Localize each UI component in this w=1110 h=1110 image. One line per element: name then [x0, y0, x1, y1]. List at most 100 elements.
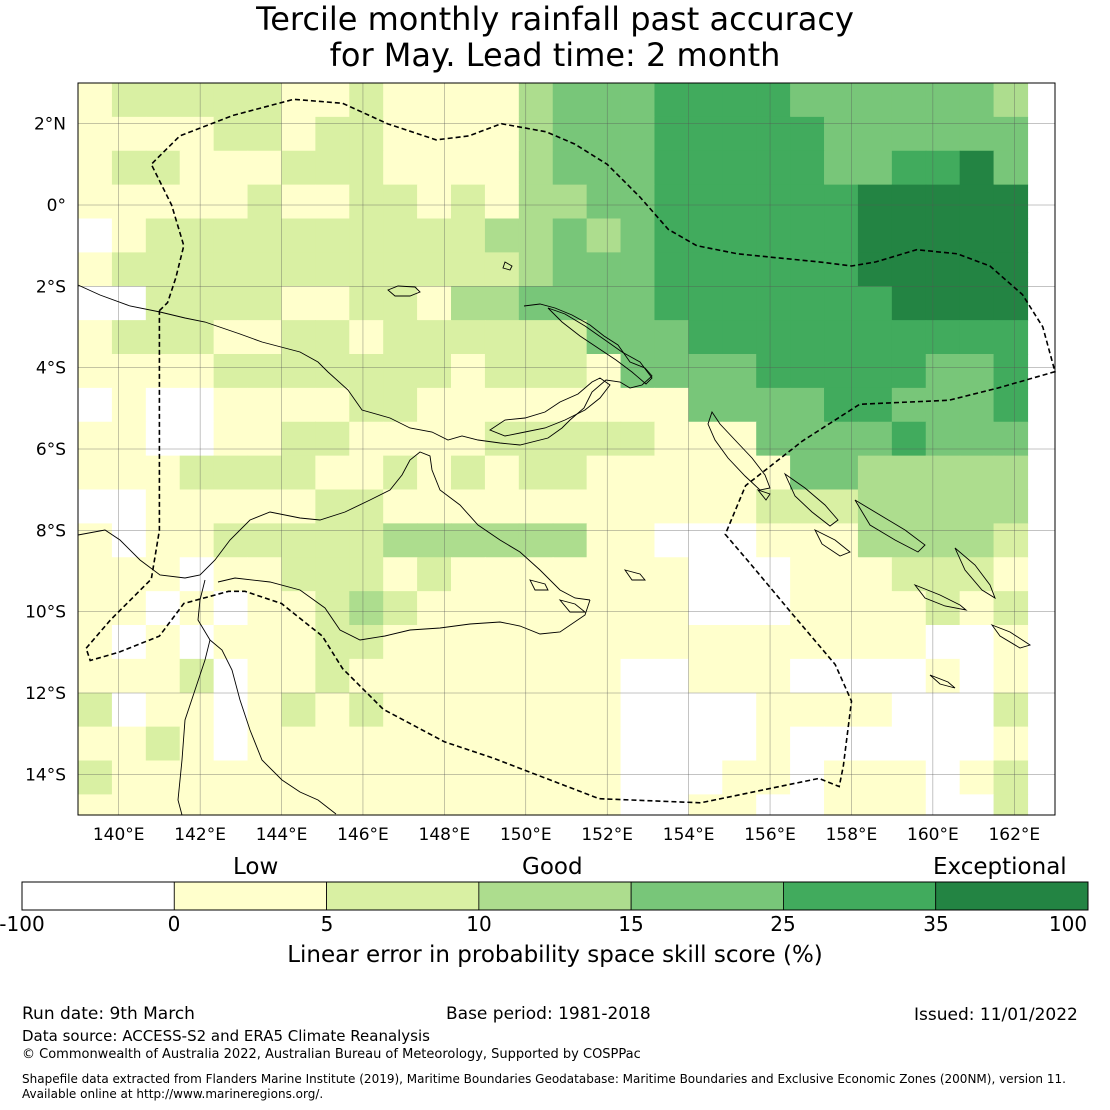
heatmap-cell [383, 354, 418, 389]
heatmap-cell [78, 523, 113, 558]
heatmap-cell [824, 692, 859, 728]
heatmap-cell [383, 625, 418, 660]
heatmap-cell [824, 354, 859, 389]
heatmap-cell [179, 252, 215, 287]
heatmap-cell [213, 286, 249, 321]
heatmap-cell [756, 218, 791, 253]
heatmap-cell [145, 760, 181, 795]
heatmap-cell [247, 354, 283, 389]
heatmap-cell [349, 320, 384, 355]
heatmap-cell [891, 726, 927, 762]
heatmap-cell [790, 726, 825, 762]
heatmap-cell [857, 150, 893, 186]
heatmap-cell [586, 320, 622, 355]
heatmap-cell [315, 625, 350, 660]
heatmap-cell [78, 116, 113, 152]
heatmap-cell [586, 692, 622, 728]
heatmap-cell [383, 286, 418, 321]
heatmap-cell [484, 421, 520, 457]
heatmap-cell [586, 489, 622, 524]
heatmap-cell [518, 286, 554, 321]
heatmap-cell [790, 218, 825, 253]
heatmap-cell [417, 252, 452, 287]
heatmap-cell [213, 692, 249, 728]
legend-category-good: Good [522, 854, 583, 880]
heatmap-cell [349, 557, 384, 592]
heatmap-cell [78, 557, 113, 592]
longitude-axis: 140°E 142°E 144°E 146°E 148°E 150°E 152°E 154°E… [93, 825, 1040, 845]
heatmap-cell [518, 354, 554, 389]
solomon-island-e [990, 624, 1032, 649]
heatmap-cell [620, 523, 656, 558]
heatmap-cell [857, 218, 893, 253]
heatmap-cell [756, 794, 791, 816]
heatmap-cell [247, 591, 283, 626]
heatmap-cell [281, 692, 316, 728]
heatmap-cell [247, 692, 283, 728]
heatmap-cell [213, 794, 249, 816]
heatmap-cell [213, 658, 249, 694]
heatmap-cell [552, 591, 588, 626]
heatmap-cell [145, 692, 181, 728]
longitude-tick-label: 154°E [663, 825, 715, 845]
heatmap-cell [756, 286, 791, 321]
colorbar-tick: 0 [167, 912, 181, 936]
heatmap-cell [145, 455, 181, 491]
heatmap-cell [281, 726, 316, 762]
coastlines [77, 261, 1032, 816]
heatmap-cell [620, 218, 656, 253]
heatmap-cell [213, 354, 249, 389]
heatmap-cell [349, 760, 384, 795]
heatmap-cell [179, 726, 215, 762]
heatmap-cell [824, 150, 859, 186]
heatmap-cell [857, 760, 893, 795]
heatmap-cell [722, 625, 757, 660]
heatmap-cell [518, 760, 554, 795]
heatmap-cell [925, 692, 961, 728]
heatmap-cell [281, 184, 316, 220]
heatmap-cell [111, 591, 147, 626]
heatmap-cell [790, 150, 825, 186]
heatmap-cell [145, 421, 181, 457]
heatmap-cell [925, 421, 961, 457]
new-ireland-island [547, 307, 653, 385]
heatmap-cell [111, 252, 147, 287]
heatmap-cell [993, 252, 1029, 287]
heatmap-cell [349, 286, 384, 321]
heatmap-cell [213, 252, 249, 287]
heatmap-cell [586, 116, 622, 152]
heatmap-cell [993, 421, 1029, 457]
heatmap-cell [620, 625, 656, 660]
heatmap-cell [179, 354, 215, 389]
colorbar-frame [21, 881, 1089, 911]
heatmap-cell [383, 184, 418, 220]
heatmap-cell [891, 489, 927, 524]
map-gridlines [78, 83, 1055, 815]
heatmap-cell [518, 421, 554, 457]
heatmap-cell [417, 354, 452, 389]
heatmap-cell [484, 184, 520, 220]
heatmap-cell [688, 489, 723, 524]
heatmap-cell [959, 354, 995, 389]
heatmap-cell [993, 150, 1029, 186]
heatmap-cell [484, 523, 520, 558]
heatmap-cell [247, 150, 283, 186]
heatmap-cell [179, 421, 215, 457]
issued-date: Issued: 11/01/2022 [914, 1005, 1078, 1025]
heatmap-cell [281, 116, 316, 152]
heatmap-cell [78, 591, 113, 626]
heatmap-cell [518, 625, 554, 660]
longitude-tick-label: 140°E [93, 825, 145, 845]
heatmap-cell [247, 286, 283, 321]
heatmap-cell [518, 252, 554, 287]
colorbar-tick: 100 [1048, 912, 1088, 936]
heatmap-cell [824, 489, 859, 524]
new-guinea-south-coast [77, 451, 591, 601]
heatmap-cell [78, 354, 113, 389]
heatmap-cell [145, 116, 181, 152]
heatmap-cell [857, 252, 893, 287]
heatmap-cell [518, 455, 554, 491]
latitude-tick-label: 12°S [25, 684, 66, 704]
heatmap-cell [722, 489, 757, 524]
heatmap-cell [857, 116, 893, 152]
